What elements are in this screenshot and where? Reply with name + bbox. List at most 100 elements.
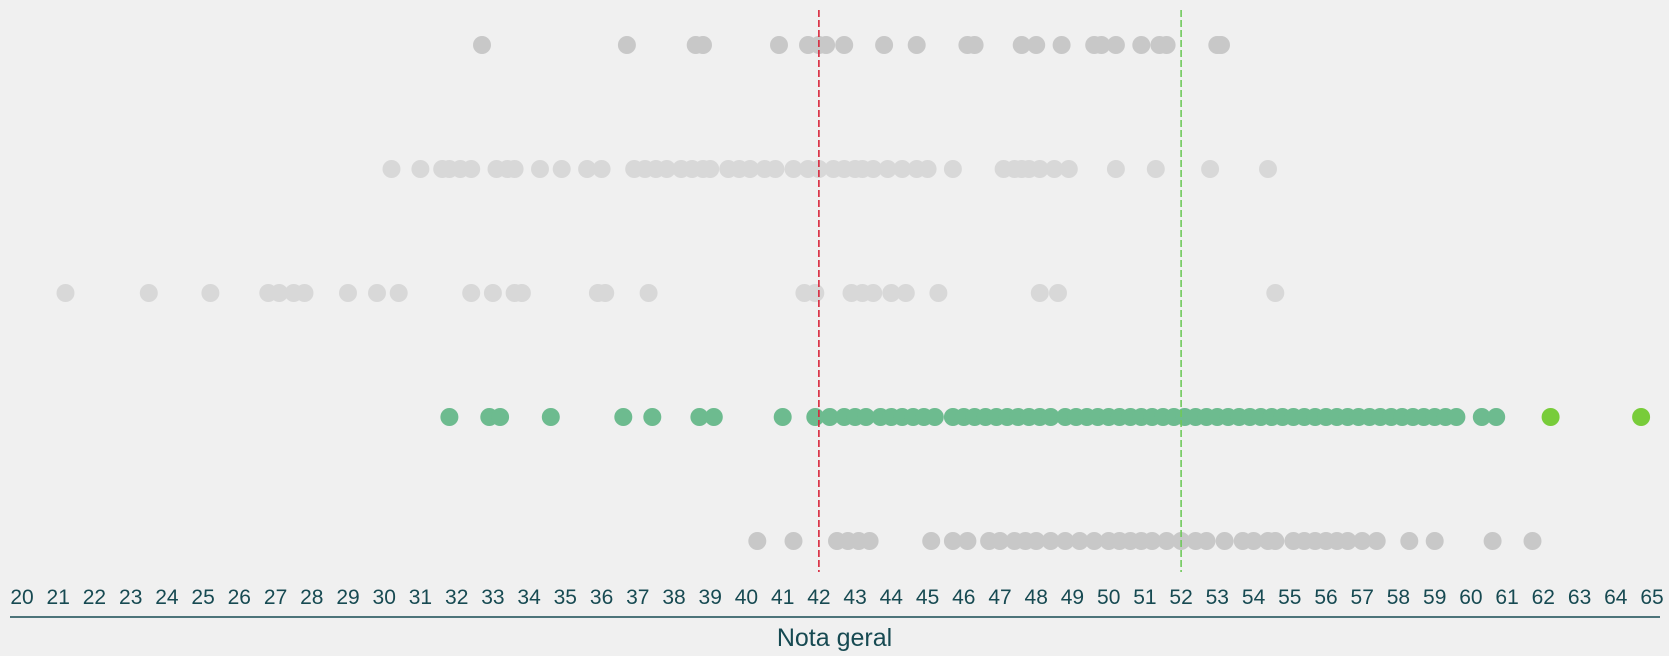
- x-tick-label-55: 55: [1278, 586, 1301, 609]
- x-tick-label-21: 21: [47, 586, 70, 609]
- x-axis-label: Nota geral: [776, 624, 893, 652]
- data-point-row1-gray-21: [1157, 36, 1176, 54]
- data-point-row5-gray-22: [1143, 532, 1162, 550]
- data-point-row5-gray-10: [991, 532, 1009, 550]
- data-point-row2-light_gray-11: [578, 160, 597, 178]
- x-tick-label-45: 45: [916, 586, 939, 609]
- x-tick-label-53: 53: [1206, 586, 1229, 609]
- data-point-row2-light_gray-0: [382, 160, 401, 178]
- x-tick-label-56: 56: [1314, 586, 1337, 609]
- x-tick-label-50: 50: [1097, 586, 1120, 609]
- data-point-row1-gray-1: [617, 36, 636, 54]
- data-point-row5-gray-7: [943, 532, 962, 550]
- data-point-row3-light_gray-6: [295, 284, 314, 302]
- data-point-row3-light_gray-4: [270, 284, 289, 302]
- data-point-row1-gray-13: [1012, 36, 1031, 54]
- data-point-row2-light_gray-44: [1045, 160, 1064, 178]
- data-point-row2-light_gray-48: [1201, 160, 1220, 178]
- data-point-row3-light_gray-18: [806, 284, 825, 302]
- x-tick-label-24: 24: [155, 586, 179, 609]
- data-point-row4-green-8: [773, 408, 792, 426]
- data-point-row2-light_gray-38: [943, 160, 962, 178]
- data-point-row2-light_gray-26: [784, 160, 803, 178]
- x-tick-label-32: 32: [445, 586, 468, 609]
- data-point-row2-light_gray-34: [878, 160, 897, 178]
- data-point-row5-gray-39: [1367, 532, 1386, 550]
- x-axis-tick-labels: 20 21 22 23 24 25 26 27 28 29 30 31 32 33 34 35 36 37 38 39…: [10, 586, 1663, 609]
- data-point-row1-gray-18: [1106, 36, 1125, 54]
- data-point-row3-light_gray-9: [389, 284, 408, 302]
- data-point-row3-light_gray-25: [1030, 284, 1049, 302]
- data-point-row4-green-68: [1487, 408, 1506, 426]
- data-point-row4-bright_green-1: [1632, 408, 1651, 426]
- data-point-row4-green-10: [820, 408, 839, 426]
- data-point-row3-light_gray-22: [882, 284, 901, 302]
- data-point-row2-light_gray-25: [766, 160, 785, 178]
- x-tick-label-59: 59: [1423, 586, 1446, 609]
- data-point-row3-light_gray-8: [368, 284, 386, 302]
- data-point-row1-gray-7: [817, 36, 836, 54]
- data-point-row5-gray-31: [1266, 532, 1285, 550]
- data-point-row2-light_gray-37: [918, 160, 937, 178]
- data-points: [56, 36, 1651, 550]
- data-point-row2-light_gray-5: [462, 160, 481, 178]
- data-point-row5-gray-8: [958, 532, 977, 550]
- data-point-row5-gray-38: [1353, 532, 1372, 550]
- x-tick-label-34: 34: [517, 586, 541, 609]
- data-point-row1-gray-9: [875, 36, 894, 54]
- data-point-row1-gray-4: [770, 36, 788, 54]
- data-point-row2-light_gray-12: [592, 160, 611, 178]
- data-point-row5-gray-6: [922, 532, 941, 550]
- x-tick-label-26: 26: [228, 586, 251, 609]
- data-point-row2-light_gray-16: [657, 160, 676, 178]
- data-point-row1-gray-3: [694, 36, 712, 54]
- data-point-row1-gray-23: [1212, 36, 1230, 54]
- x-tick-label-49: 49: [1061, 586, 1084, 609]
- x-tick-label-63: 63: [1568, 586, 1591, 609]
- data-point-row1-gray-15: [1052, 36, 1071, 54]
- x-tick-label-36: 36: [590, 586, 613, 609]
- data-point-row3-light_gray-16: [639, 284, 658, 302]
- data-point-row2-light_gray-33: [864, 160, 883, 178]
- x-tick-label-60: 60: [1459, 586, 1482, 609]
- data-point-row2-light_gray-47: [1146, 160, 1165, 178]
- x-tick-label-48: 48: [1025, 586, 1048, 609]
- data-point-row1-gray-8: [835, 36, 854, 54]
- data-point-row3-light_gray-21: [864, 284, 883, 302]
- data-point-row2-light_gray-20: [701, 160, 720, 178]
- x-tick-label-33: 33: [481, 586, 504, 609]
- data-point-row2-light_gray-10: [552, 160, 571, 178]
- data-point-row4-green-66: [1447, 408, 1466, 426]
- x-tick-label-22: 22: [83, 586, 106, 609]
- data-point-row5-gray-16: [1070, 532, 1089, 550]
- x-tick-label-44: 44: [880, 586, 904, 609]
- data-point-row4-green-29: [1041, 408, 1060, 426]
- data-point-row5-gray-0: [748, 532, 767, 550]
- x-tick-label-57: 57: [1351, 586, 1374, 609]
- data-point-row4-green-3: [541, 408, 560, 426]
- data-point-row5-gray-17: [1085, 532, 1104, 550]
- x-tick-label-39: 39: [699, 586, 722, 609]
- data-point-row5-gray-15: [1056, 532, 1075, 550]
- data-point-row4-green-67: [1472, 408, 1491, 426]
- data-point-row4-green-13: [857, 408, 875, 426]
- x-tick-label-41: 41: [771, 586, 794, 609]
- x-tick-label-27: 27: [264, 586, 287, 609]
- data-point-row5-gray-14: [1041, 532, 1060, 550]
- data-point-row5-gray-29: [1244, 532, 1263, 550]
- x-tick-label-46: 46: [952, 586, 975, 609]
- data-point-row5-gray-26: [1197, 532, 1216, 550]
- data-point-row5-gray-5: [860, 532, 879, 550]
- data-point-row4-bright_green-0: [1541, 408, 1560, 426]
- x-tick-label-65: 65: [1640, 586, 1663, 609]
- data-point-row2-light_gray-49: [1259, 160, 1277, 178]
- data-point-row1-gray-17: [1092, 36, 1111, 54]
- data-point-row1-gray-19: [1132, 36, 1151, 54]
- x-tick-label-29: 29: [336, 586, 359, 609]
- data-point-row1-gray-0: [473, 36, 491, 54]
- data-point-row3-light_gray-2: [201, 284, 220, 302]
- data-point-row2-light_gray-1: [411, 160, 430, 178]
- data-point-row2-light_gray-9: [531, 160, 549, 178]
- data-point-row2-light_gray-45: [1059, 160, 1078, 178]
